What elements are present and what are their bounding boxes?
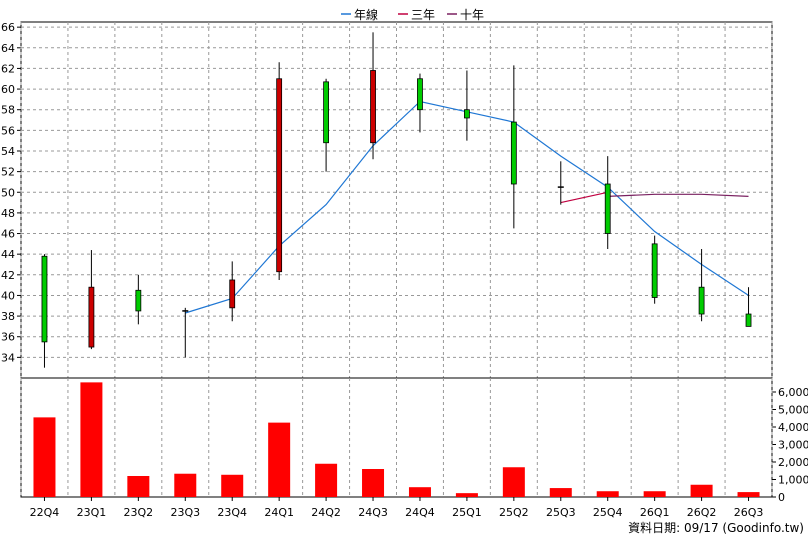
x-tick-label: 23Q3 [170,506,200,519]
volume-bar [221,474,244,497]
x-tick-label: 25Q2 [499,506,529,519]
volume-tick-label: 2,000 [778,456,808,469]
volume-bar [737,492,760,497]
x-tick-label: 24Q4 [405,506,435,519]
volume-bar [643,491,666,497]
candle-body [417,78,423,111]
candle-body [510,121,517,185]
x-tick-label: 25Q4 [593,506,623,519]
footer-source: 資料日期: 09/17 (Goodinfo.tw) [628,521,804,535]
volume-tick-label: 5,000 [778,404,808,417]
x-tick-label: 23Q2 [124,506,154,519]
volume-tick-label: 1,000 [778,474,808,487]
candle-body [276,78,283,273]
x-tick-label: 25Q3 [546,506,576,519]
volume-bar [549,488,572,497]
x-tick-label: 24Q2 [311,506,341,519]
x-tick-label: 24Q3 [358,506,388,519]
price-tick-label: 56 [1,124,15,137]
price-tick-label: 60 [1,83,15,96]
price-tick-label: 34 [1,351,15,364]
x-axis: 22Q4 23Q1 23Q2 23Q3 23Q4 24Q1 24Q2 24Q3 24Q4 25Q1… [30,497,764,519]
volume-bar [455,493,478,497]
legend-entry: 三年 [411,8,435,22]
volume-bar [268,422,291,497]
price-tick-label: 54 [1,145,15,158]
volume-tick-label: 4,000 [778,421,808,434]
candle-body [41,255,48,343]
volume-bar [596,491,619,497]
x-tick-label: 24Q1 [264,506,294,519]
x-tick-label: 22Q4 [30,506,60,519]
volume-tick-label: 3,000 [778,439,808,452]
price-panel: 34 36 38 40 42 44 46 48 50 52 54 56 58 60 62 64 66 [1,21,773,379]
price-tick-label: 38 [1,310,15,323]
price-tick-label: 64 [1,42,15,55]
candle-body [229,279,236,309]
candle-body [135,289,142,312]
volume-bar [408,487,431,497]
volume-bar [80,382,103,497]
price-tick-label: 52 [1,166,15,179]
volume-bar [315,463,338,497]
price-tick-label: 46 [1,228,15,241]
candle-body [698,286,705,315]
price-tick-label: 42 [1,269,15,282]
x-tick-label: 23Q1 [77,506,107,519]
volume-tick-label: 0 [778,491,785,504]
volume-panel: 0 1,000 2,000 3,000 4,000 5,000 6,000 [20,377,808,504]
volume-bar [690,484,713,497]
price-tick-label: 36 [1,331,15,344]
volume-bar [362,469,385,497]
price-tick-label: 48 [1,207,15,220]
x-tick-label: 26Q1 [640,506,670,519]
legend-entry: 十年 [460,8,484,22]
price-tick-label: 40 [1,289,15,302]
price-tick-label: 66 [1,21,15,34]
candle-body [745,313,752,327]
candle-body [651,243,658,298]
volume-bar [33,417,56,497]
price-tick-label: 44 [1,248,15,261]
candle-body [464,109,470,119]
volume-bar [127,476,150,497]
x-tick-label: 25Q1 [452,506,482,519]
candle-body [323,81,329,144]
volume-tick-label: 6,000 [778,386,808,399]
series-line [560,191,608,204]
price-tick-label: 50 [1,186,15,199]
candle-body [370,70,376,144]
volume-bar [174,473,197,497]
x-tick-label: 26Q2 [687,506,717,519]
candle-body [88,286,95,348]
price-tick-label: 58 [1,104,15,117]
price-tick-label: 62 [1,62,15,75]
x-tick-label: 23Q4 [217,506,247,519]
legend: 年線 三年 十年 [341,7,484,22]
legend-entry: 年線 [354,7,378,22]
volume-bar [502,467,525,497]
series-line [607,193,749,197]
candle-body [604,183,611,234]
x-tick-label: 26Q3 [734,506,764,519]
